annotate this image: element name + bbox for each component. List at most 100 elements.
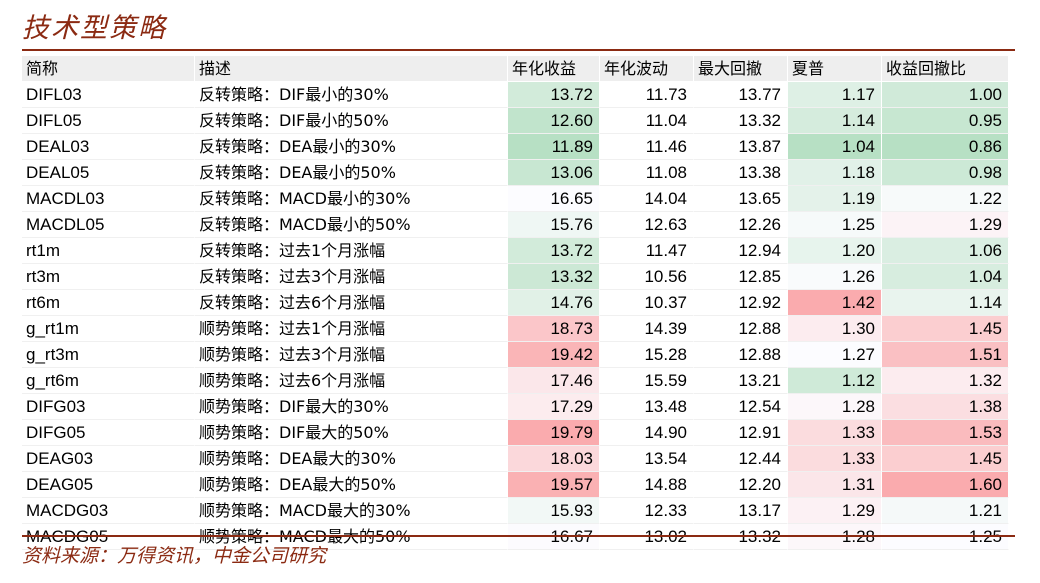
cell-return: 19.79 — [508, 420, 600, 446]
cell-return-drawdown: 0.86 — [882, 134, 1009, 160]
cell-desc: 反转策略：MACD最小的50% — [195, 212, 508, 238]
cell-return-drawdown: 1.45 — [882, 316, 1009, 342]
col-header-max-drawdown: 最大回撤 — [694, 56, 788, 82]
cell-volatility: 15.59 — [600, 368, 694, 394]
cell-name: MACDG05 — [22, 524, 195, 550]
cell-return: 15.76 — [508, 212, 600, 238]
col-header-return: 年化收益 — [508, 56, 600, 82]
cell-desc: 反转策略：过去3个月涨幅 — [195, 264, 508, 290]
cell-return: 11.89 — [508, 134, 600, 160]
cell-max-drawdown: 12.54 — [694, 394, 788, 420]
cell-sharpe: 1.30 — [788, 316, 882, 342]
cell-name: g_rt6m — [22, 368, 195, 394]
cell-return: 17.46 — [508, 368, 600, 394]
cell-return-drawdown: 1.21 — [882, 498, 1009, 524]
cell-volatility: 11.47 — [600, 238, 694, 264]
cell-volatility: 13.48 — [600, 394, 694, 420]
table-row: g_rt3m 顺势策略：过去3个月涨幅 19.42 15.28 12.88 1.27 1.5… — [22, 342, 1009, 368]
source-divider — [22, 535, 1015, 537]
table-row: g_rt1m 顺势策略：过去1个月涨幅 18.73 14.39 12.88 1.30 1.4… — [22, 316, 1009, 342]
cell-return: 19.57 — [508, 472, 600, 498]
cell-volatility: 11.46 — [600, 134, 694, 160]
cell-return: 14.76 — [508, 290, 600, 316]
cell-return-drawdown: 1.38 — [882, 394, 1009, 420]
cell-max-drawdown: 13.65 — [694, 186, 788, 212]
cell-max-drawdown: 13.32 — [694, 108, 788, 134]
cell-desc: 反转策略：过去1个月涨幅 — [195, 238, 508, 264]
cell-volatility: 14.04 — [600, 186, 694, 212]
table-row: DIFL05 反转策略：DIF最小的50% 12.60 11.04 13.32 1.14 0… — [22, 108, 1009, 134]
cell-max-drawdown: 12.26 — [694, 212, 788, 238]
table-row: DIFG05 顺势策略：DIF最大的50% 19.79 14.90 12.91 1.33 1… — [22, 420, 1009, 446]
cell-volatility: 15.28 — [600, 342, 694, 368]
cell-sharpe: 1.42 — [788, 290, 882, 316]
cell-volatility: 12.63 — [600, 212, 694, 238]
cell-max-drawdown: 12.88 — [694, 342, 788, 368]
cell-sharpe: 1.28 — [788, 394, 882, 420]
cell-sharpe: 1.04 — [788, 134, 882, 160]
cell-return-drawdown: 1.53 — [882, 420, 1009, 446]
cell-return: 13.06 — [508, 160, 600, 186]
cell-name: DEAG05 — [22, 472, 195, 498]
cell-sharpe: 1.14 — [788, 108, 882, 134]
cell-sharpe: 1.25 — [788, 212, 882, 238]
table-body: DIFL03 反转策略：DIF最小的30% 13.72 11.73 13.77 1.17 1… — [22, 82, 1009, 550]
table-row: g_rt6m 顺势策略：过去6个月涨幅 17.46 15.59 13.21 1.12 1.3… — [22, 368, 1009, 394]
table-row: DEAL05 反转策略：DEA最小的50% 13.06 11.08 13.38 1.18 0… — [22, 160, 1009, 186]
cell-name: DEAL03 — [22, 134, 195, 160]
cell-name: rt3m — [22, 264, 195, 290]
cell-desc: 顺势策略：DIF最大的50% — [195, 420, 508, 446]
cell-name: DEAG03 — [22, 446, 195, 472]
cell-name: MACDL05 — [22, 212, 195, 238]
cell-return-drawdown: 0.98 — [882, 160, 1009, 186]
col-header-sharpe: 夏普 — [788, 56, 882, 82]
cell-max-drawdown: 12.91 — [694, 420, 788, 446]
cell-volatility: 12.33 — [600, 498, 694, 524]
cell-return-drawdown: 1.29 — [882, 212, 1009, 238]
cell-return: 15.93 — [508, 498, 600, 524]
cell-volatility: 13.54 — [600, 446, 694, 472]
cell-name: DEAL05 — [22, 160, 195, 186]
cell-name: DIFL05 — [22, 108, 195, 134]
cell-desc: 顺势策略：MACD最大的30% — [195, 498, 508, 524]
cell-max-drawdown: 12.20 — [694, 472, 788, 498]
cell-sharpe: 1.18 — [788, 160, 882, 186]
cell-max-drawdown: 13.77 — [694, 82, 788, 108]
cell-desc: 顺势策略：过去1个月涨幅 — [195, 316, 508, 342]
col-header-name: 简称 — [22, 56, 195, 82]
strategy-table: 简称 描述 年化收益 年化波动 最大回撤 夏普 收益回撤比 DIFL03 反转策略… — [22, 56, 1009, 550]
cell-volatility: 11.04 — [600, 108, 694, 134]
cell-name: rt1m — [22, 238, 195, 264]
cell-max-drawdown: 13.38 — [694, 160, 788, 186]
cell-sharpe: 1.19 — [788, 186, 882, 212]
cell-max-drawdown: 13.87 — [694, 134, 788, 160]
cell-max-drawdown: 12.92 — [694, 290, 788, 316]
cell-desc: 顺势策略：DIF最大的30% — [195, 394, 508, 420]
table-header-row: 简称 描述 年化收益 年化波动 最大回撤 夏普 收益回撤比 — [22, 56, 1009, 82]
table-row: DIFL03 反转策略：DIF最小的30% 13.72 11.73 13.77 1.17 1… — [22, 82, 1009, 108]
cell-volatility: 14.88 — [600, 472, 694, 498]
cell-return: 16.67 — [508, 524, 600, 550]
table-row: MACDL03 反转策略：MACD最小的30% 16.65 14.04 13.65 1.1… — [22, 186, 1009, 212]
col-header-volatility: 年化波动 — [600, 56, 694, 82]
cell-return: 19.42 — [508, 342, 600, 368]
cell-desc: 反转策略：MACD最小的30% — [195, 186, 508, 212]
table-row: DIFG03 顺势策略：DIF最大的30% 17.29 13.48 12.54 1.28 1… — [22, 394, 1009, 420]
cell-desc: 反转策略：过去6个月涨幅 — [195, 290, 508, 316]
cell-return: 13.72 — [508, 82, 600, 108]
cell-volatility: 11.73 — [600, 82, 694, 108]
cell-return-drawdown: 1.45 — [882, 446, 1009, 472]
cell-name: MACDL03 — [22, 186, 195, 212]
cell-return-drawdown: 1.04 — [882, 264, 1009, 290]
cell-sharpe: 1.17 — [788, 82, 882, 108]
cell-volatility: 14.39 — [600, 316, 694, 342]
table-row: rt6m 反转策略：过去6个月涨幅 14.76 10.37 12.92 1.42 1.14 — [22, 290, 1009, 316]
cell-max-drawdown: 13.17 — [694, 498, 788, 524]
cell-desc: 反转策略：DEA最小的50% — [195, 160, 508, 186]
cell-volatility: 11.08 — [600, 160, 694, 186]
cell-desc: 顺势策略：DEA最大的30% — [195, 446, 508, 472]
cell-sharpe: 1.28 — [788, 524, 882, 550]
cell-desc: 反转策略：DIF最小的50% — [195, 108, 508, 134]
table-row: MACDG03 顺势策略：MACD最大的30% 15.93 12.33 13.17 1.2… — [22, 498, 1009, 524]
col-header-desc: 描述 — [195, 56, 508, 82]
